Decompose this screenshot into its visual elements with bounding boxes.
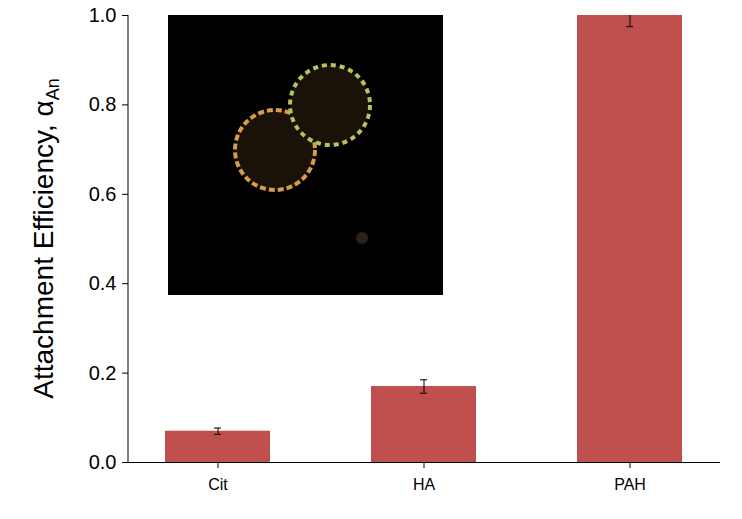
- svg-text:PAH: PAH: [614, 476, 646, 493]
- svg-text:0.8: 0.8: [89, 93, 117, 115]
- svg-text:0.6: 0.6: [89, 183, 117, 205]
- svg-text:0.2: 0.2: [89, 362, 117, 384]
- svg-text:1.0: 1.0: [89, 4, 117, 26]
- svg-text:Cit: Cit: [208, 476, 228, 493]
- svg-text:0.0: 0.0: [89, 451, 117, 473]
- svg-text:Attachment Efficiency, αAn: Attachment Efficiency, αAn: [28, 78, 62, 398]
- svg-text:HA: HA: [413, 476, 436, 493]
- svg-text:0.4: 0.4: [89, 272, 117, 294]
